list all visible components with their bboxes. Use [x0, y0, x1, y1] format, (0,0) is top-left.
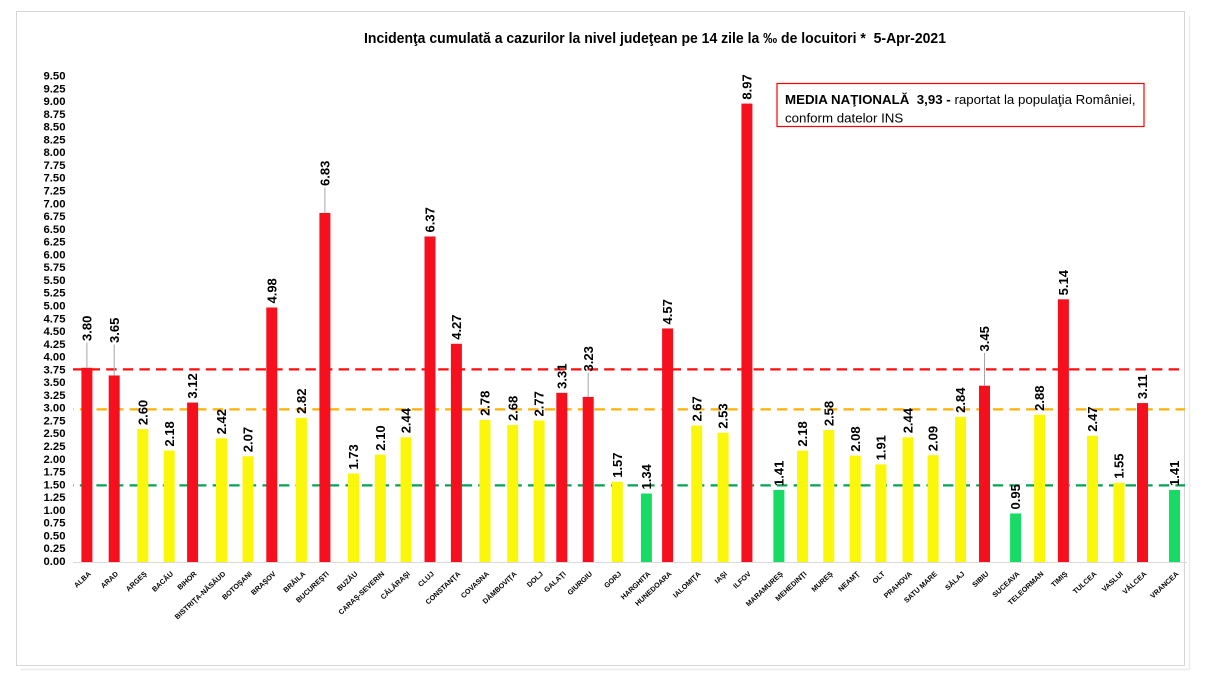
svg-text:2.44: 2.44 [901, 407, 916, 433]
svg-text:0.95: 0.95 [1008, 484, 1023, 509]
svg-text:2.42: 2.42 [214, 409, 229, 434]
svg-text:4.25: 4.25 [44, 339, 66, 351]
svg-text:9.25: 9.25 [44, 83, 66, 95]
svg-text:3.50: 3.50 [44, 377, 66, 389]
svg-text:2.78: 2.78 [478, 391, 493, 416]
svg-text:5.14: 5.14 [1056, 269, 1071, 295]
svg-text:7.75: 7.75 [44, 160, 66, 172]
svg-text:0.75: 0.75 [44, 518, 66, 530]
svg-text:3.45: 3.45 [977, 326, 992, 351]
svg-text:8.75: 8.75 [44, 109, 66, 121]
svg-text:3.75: 3.75 [44, 364, 66, 376]
svg-text:1.25: 1.25 [44, 492, 66, 504]
svg-text:3.31: 3.31 [554, 364, 569, 389]
svg-text:1.34: 1.34 [639, 463, 654, 489]
svg-text:2.09: 2.09 [926, 426, 941, 451]
svg-text:3.65: 3.65 [107, 318, 122, 343]
svg-text:2.58: 2.58 [821, 401, 836, 426]
svg-text:2.75: 2.75 [44, 416, 66, 428]
svg-text:conform datelor INS: conform datelor INS [785, 110, 903, 125]
svg-text:2.53: 2.53 [716, 403, 731, 428]
svg-text:9.00: 9.00 [44, 96, 66, 108]
svg-text:5.50: 5.50 [44, 275, 66, 287]
svg-text:3.11: 3.11 [1135, 374, 1150, 399]
svg-text:9.50: 9.50 [44, 71, 66, 83]
svg-text:Incidenţa cumulată a cazurilor: Incidenţa cumulată a cazurilor la nivel … [364, 30, 946, 47]
svg-text:4.50: 4.50 [44, 326, 66, 338]
svg-text:2.82: 2.82 [294, 389, 309, 414]
svg-text:4.27: 4.27 [449, 314, 464, 339]
svg-text:4.00: 4.00 [44, 352, 66, 364]
svg-text:MEDIA NAŢIONALĂ 3,93 - raport: MEDIA NAŢIONALĂ 3,93 - raportat la popul… [785, 92, 1136, 107]
svg-text:5.25: 5.25 [44, 288, 66, 300]
svg-text:2.67: 2.67 [689, 396, 704, 421]
svg-text:7.50: 7.50 [44, 173, 66, 185]
svg-text:6.50: 6.50 [44, 224, 66, 236]
svg-text:4.75: 4.75 [44, 313, 66, 325]
svg-text:5.75: 5.75 [44, 262, 66, 274]
svg-text:2.08: 2.08 [848, 426, 863, 451]
svg-text:1.41: 1.41 [1167, 461, 1182, 486]
svg-text:6.00: 6.00 [44, 249, 66, 261]
svg-text:3.12: 3.12 [185, 373, 200, 398]
svg-text:8.97: 8.97 [740, 74, 755, 99]
svg-text:3.00: 3.00 [44, 403, 66, 415]
svg-text:8.00: 8.00 [44, 147, 66, 159]
svg-text:2.18: 2.18 [795, 421, 810, 446]
svg-text:2.00: 2.00 [44, 454, 66, 466]
svg-text:1.50: 1.50 [44, 479, 66, 491]
svg-text:2.44: 2.44 [399, 407, 414, 433]
svg-text:1.00: 1.00 [44, 505, 66, 517]
svg-text:6.25: 6.25 [44, 237, 66, 249]
svg-text:2.60: 2.60 [135, 400, 150, 425]
svg-text:6.83: 6.83 [318, 161, 333, 186]
svg-text:2.84: 2.84 [953, 387, 968, 413]
svg-text:3.23: 3.23 [581, 346, 596, 371]
svg-text:2.10: 2.10 [373, 425, 388, 450]
svg-text:2.25: 2.25 [44, 441, 66, 453]
svg-text:7.00: 7.00 [44, 198, 66, 210]
svg-text:1.41: 1.41 [772, 461, 787, 486]
svg-text:1.55: 1.55 [1112, 453, 1127, 478]
svg-text:7.25: 7.25 [44, 186, 66, 198]
svg-text:3.80: 3.80 [80, 316, 95, 341]
svg-text:2.68: 2.68 [505, 396, 520, 421]
svg-text:4.57: 4.57 [660, 299, 675, 324]
svg-text:0.00: 0.00 [44, 556, 66, 568]
svg-text:1.91: 1.91 [874, 435, 889, 460]
svg-text:2.88: 2.88 [1032, 386, 1047, 411]
svg-text:8.25: 8.25 [44, 134, 66, 146]
svg-text:2.07: 2.07 [241, 427, 256, 452]
svg-text:1.75: 1.75 [44, 467, 66, 479]
svg-text:1.73: 1.73 [346, 444, 361, 469]
svg-text:3.25: 3.25 [44, 390, 66, 402]
svg-text:2.50: 2.50 [44, 428, 66, 440]
svg-text:8.50: 8.50 [44, 122, 66, 134]
svg-text:0.50: 0.50 [44, 530, 66, 542]
svg-text:6.75: 6.75 [44, 211, 66, 223]
svg-text:6.37: 6.37 [423, 207, 438, 232]
svg-text:1.57: 1.57 [610, 452, 625, 477]
svg-text:0.25: 0.25 [44, 543, 66, 555]
svg-text:5.00: 5.00 [44, 301, 66, 313]
svg-text:4.98: 4.98 [264, 278, 279, 303]
svg-text:2.18: 2.18 [162, 421, 177, 446]
svg-text:2.77: 2.77 [532, 391, 547, 416]
svg-text:2.47: 2.47 [1085, 406, 1100, 431]
